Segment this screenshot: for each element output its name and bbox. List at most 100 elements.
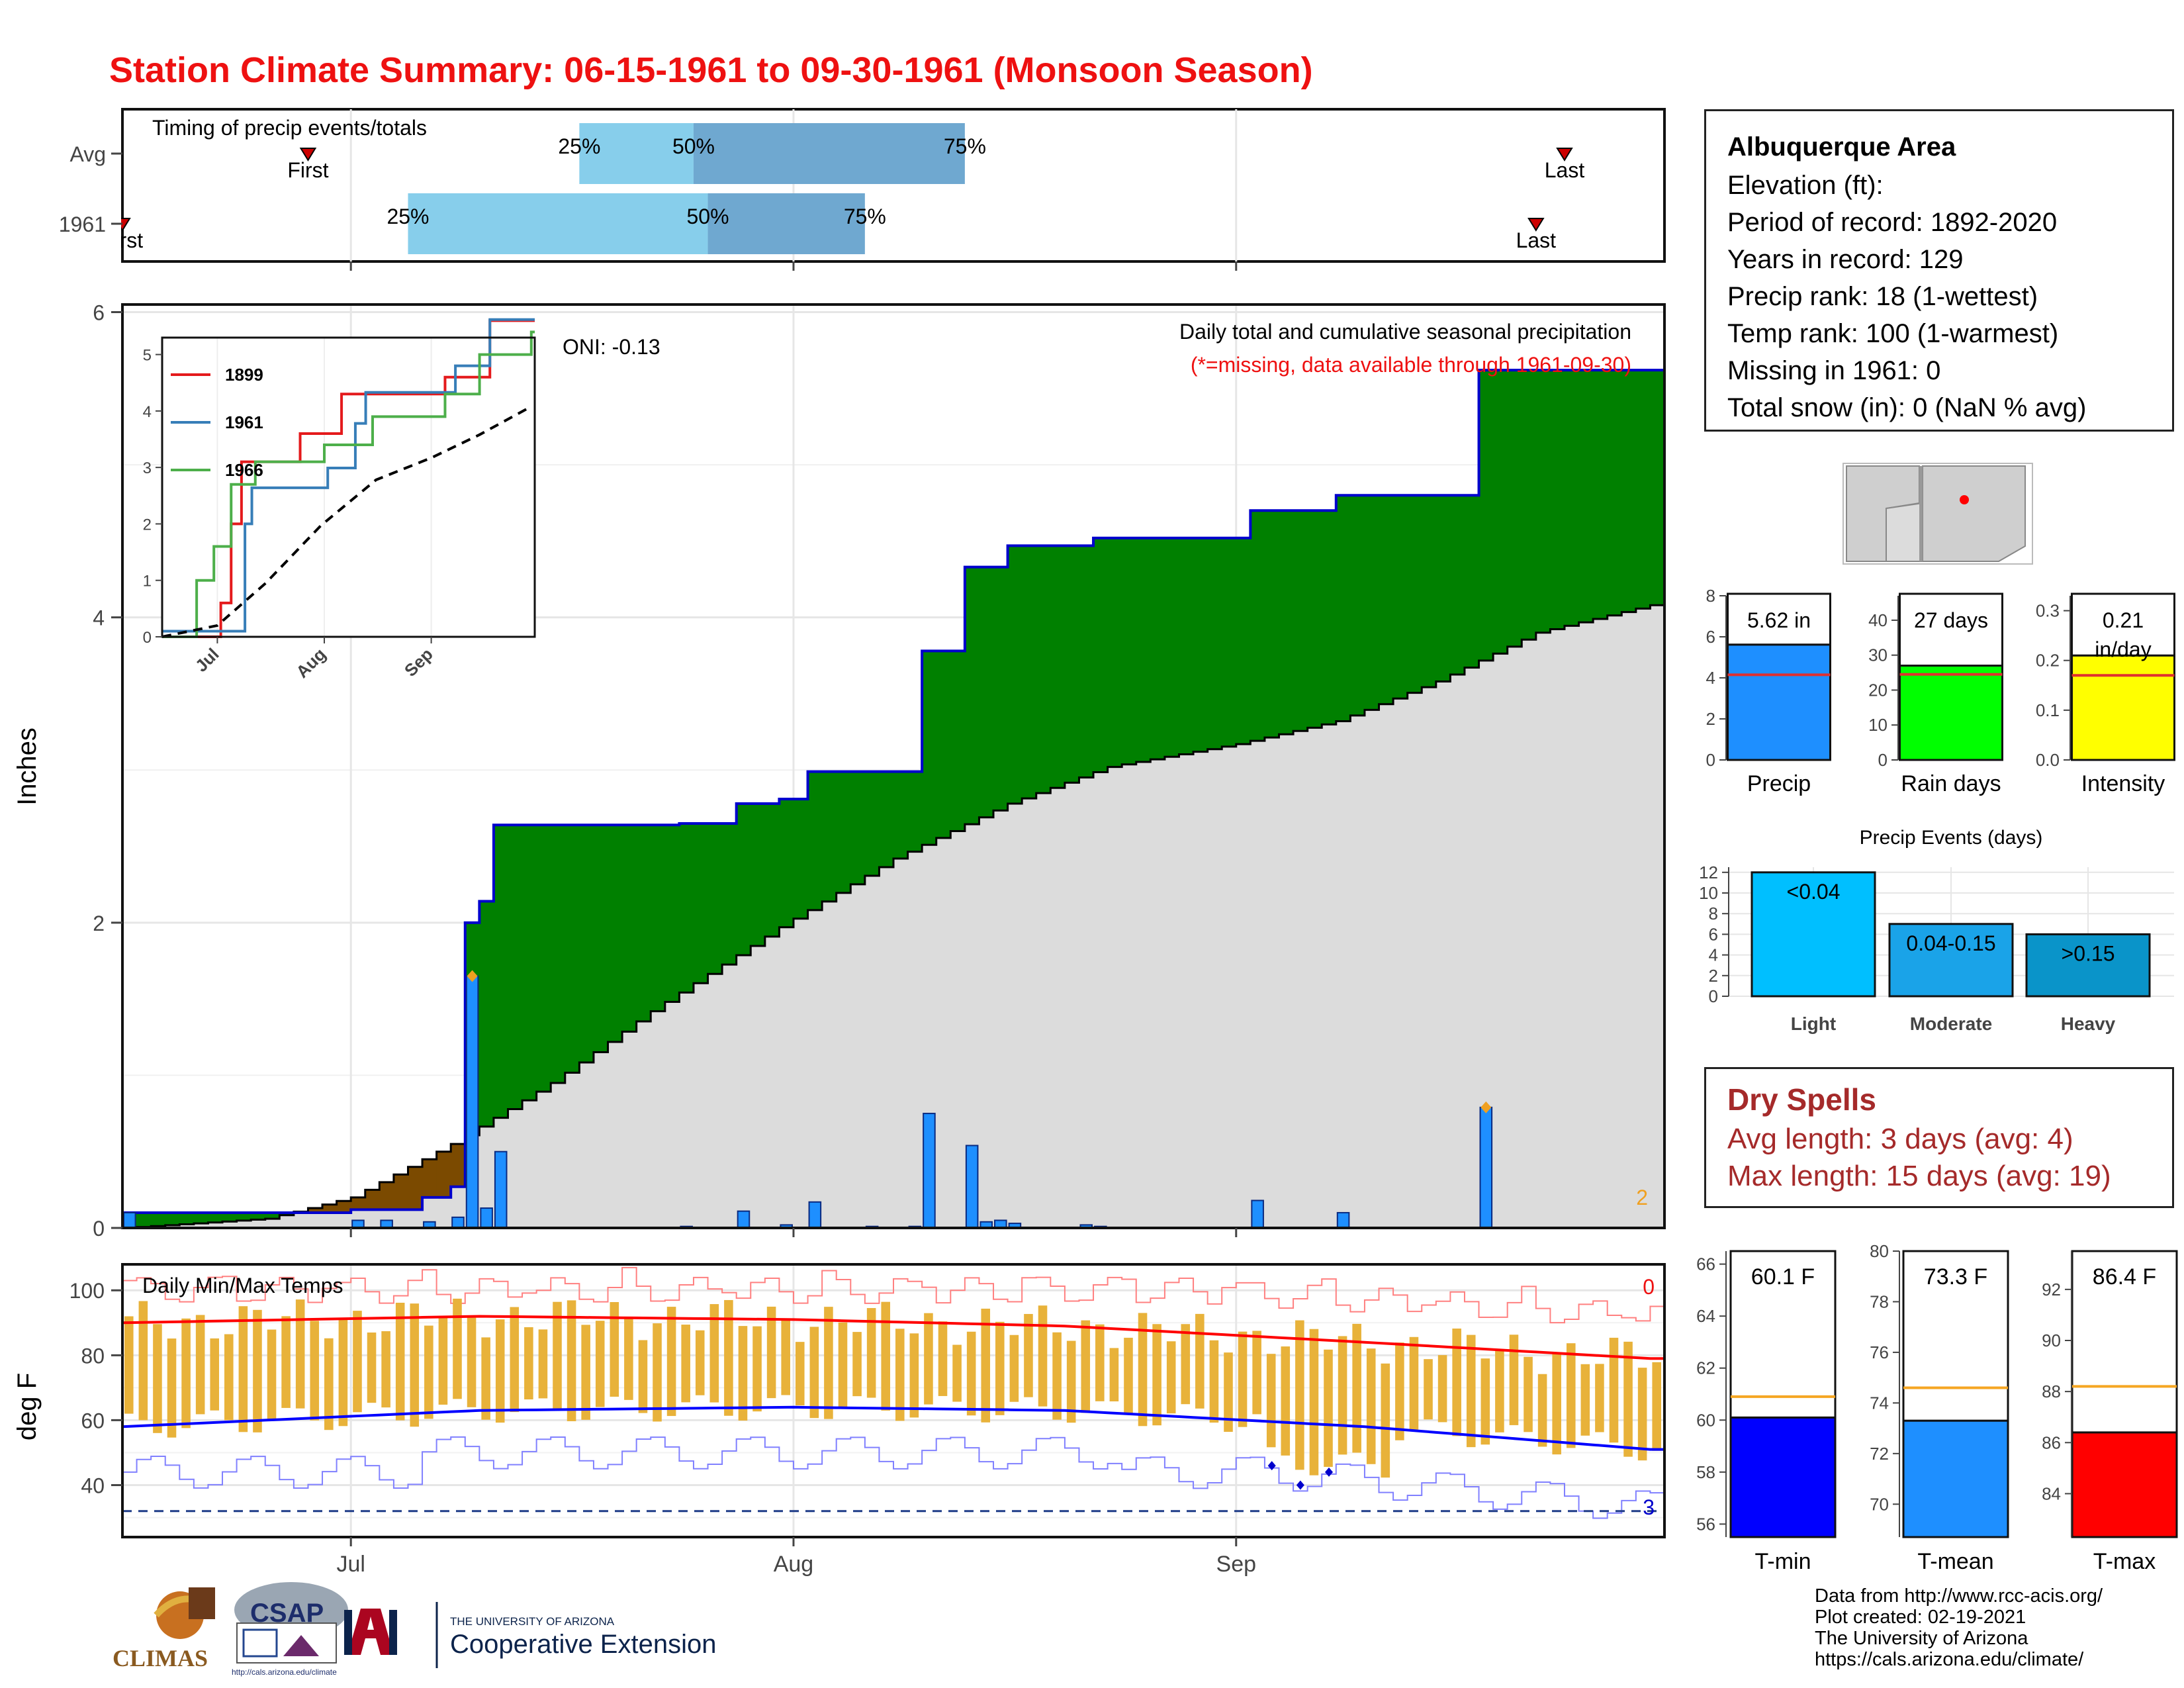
daily-temp-bar bbox=[1524, 1356, 1533, 1432]
above-average-area bbox=[493, 825, 509, 1118]
daily-temp-bar bbox=[1324, 1349, 1333, 1467]
above-average-area bbox=[1193, 538, 1208, 752]
y-axis-title: deg F bbox=[13, 1373, 42, 1440]
footer-line: Data from http://www.rcc-acis.org/ bbox=[1815, 1585, 2103, 1607]
daily-temp-bar bbox=[1124, 1337, 1133, 1414]
footer-line: https://cals.arizona.edu/climate/ bbox=[1815, 1649, 2084, 1670]
daily-temp-bar bbox=[881, 1301, 890, 1411]
page-title: Station Climate Summary: 06-15-1961 to 0… bbox=[109, 50, 1313, 90]
daily-temp-bar bbox=[567, 1300, 576, 1421]
event-bar bbox=[2025, 933, 2151, 998]
daily-temp-bar bbox=[924, 1313, 933, 1405]
daily-temp-bar bbox=[367, 1332, 377, 1403]
daily-temp-bar bbox=[824, 1307, 833, 1419]
daily-temp-bar bbox=[1552, 1353, 1561, 1455]
daily-temp-bar bbox=[281, 1316, 291, 1408]
daily-temp-bar bbox=[1295, 1320, 1304, 1470]
above-average-area bbox=[1336, 495, 1351, 722]
daily-temp-bar bbox=[838, 1322, 848, 1408]
daily-temp-bar bbox=[666, 1307, 676, 1417]
mini-value-label: 5.62 in bbox=[1747, 608, 1811, 632]
y-tick-label: 40 bbox=[81, 1474, 105, 1498]
inset-y-tick-label: 5 bbox=[143, 347, 152, 365]
daily-temp-bar bbox=[1081, 1320, 1091, 1413]
daily-temp-bar bbox=[1437, 1355, 1447, 1423]
above-average-area bbox=[1422, 495, 1437, 688]
temp-frame bbox=[121, 1263, 1666, 1538]
above-average-area bbox=[1293, 510, 1308, 731]
corner-label-bottom: 3 bbox=[1643, 1495, 1655, 1519]
daily-temp-bar bbox=[410, 1303, 420, 1427]
record-marker bbox=[467, 970, 478, 982]
svg-text:http://cals.arizona.edu/climat: http://cals.arizona.edu/climate bbox=[232, 1667, 337, 1677]
above-average-area bbox=[651, 825, 666, 1011]
mini-value-box bbox=[1727, 592, 1831, 646]
above-average-area bbox=[136, 1212, 152, 1227]
above-average-area bbox=[693, 823, 709, 984]
event-category-label: Moderate bbox=[1910, 1013, 1992, 1034]
daily-temp-bar bbox=[1480, 1358, 1490, 1445]
mini-y-tick-label: 0.2 bbox=[2036, 651, 2060, 671]
quartile-bar-25-50 bbox=[408, 193, 708, 254]
q50-label: 50% bbox=[687, 205, 729, 228]
event-category-label: Heavy bbox=[2061, 1013, 2116, 1034]
above-average-area bbox=[1279, 510, 1294, 735]
below-average-area bbox=[422, 1159, 437, 1197]
station-info-box: Albuquerque Area Elevation (ft): Period … bbox=[1704, 109, 2174, 432]
svg-text:THE UNIVERSITY OF ARIZONA: THE UNIVERSITY OF ARIZONA bbox=[450, 1615, 615, 1628]
below-average-area bbox=[308, 1208, 323, 1213]
above-average-area bbox=[1535, 370, 1551, 633]
above-average-area bbox=[479, 901, 494, 1127]
precip-caption: Daily total and cumulative seasonal prec… bbox=[1179, 320, 1631, 344]
average-min-line bbox=[122, 1405, 1664, 1451]
above-average-area bbox=[1650, 370, 1665, 606]
record-marker bbox=[1480, 1101, 1492, 1113]
above-average-area bbox=[1236, 538, 1251, 745]
daily-temp-bar bbox=[395, 1303, 405, 1421]
tbar-value-bar bbox=[2071, 1431, 2178, 1538]
above-average-area bbox=[551, 825, 566, 1083]
above-average-area bbox=[936, 651, 951, 838]
tbar-value-bar bbox=[1902, 1419, 2009, 1538]
tbar-value-box bbox=[1902, 1250, 2009, 1422]
summary-bar-charts: 5.62 in 0 2 4 6 8 Precip 27 days 0 10 20 30 40 Rain d… bbox=[1706, 586, 2176, 796]
daily-temp-bar bbox=[1224, 1352, 1233, 1432]
daily-temp-bar bbox=[766, 1306, 776, 1399]
tbar-value-box bbox=[2071, 1250, 2178, 1434]
tbar-y-tick-label: 58 bbox=[1696, 1462, 1715, 1482]
daily-precip-bar bbox=[737, 1210, 751, 1229]
tbar-value-box bbox=[1729, 1250, 1837, 1419]
daily-precip-bar bbox=[480, 1207, 493, 1229]
below-average-area bbox=[393, 1174, 409, 1210]
station-name: Albuquerque Area bbox=[1727, 132, 1956, 162]
precip-panel: 0 2 4 6 Inches Daily total and cumulative sea… bbox=[13, 301, 1666, 1241]
above-average-area bbox=[1107, 538, 1122, 767]
above-average-area bbox=[522, 825, 537, 1101]
info-years: Years in record: 129 bbox=[1727, 245, 1964, 274]
daily-temp-bar bbox=[1152, 1324, 1161, 1426]
mini-y-tick-label: 2 bbox=[1706, 709, 1715, 729]
mini-y-tick-label: 0.3 bbox=[2036, 601, 2060, 621]
first-event-marker bbox=[299, 148, 317, 162]
daily-temp-bar bbox=[1338, 1336, 1347, 1455]
daily-temp-bar bbox=[1509, 1335, 1519, 1425]
daily-temp-bar bbox=[1452, 1328, 1461, 1436]
dry-spells-box: Dry Spells Avg length: 3 days (avg: 4) M… bbox=[1704, 1067, 2174, 1208]
daily-temp-bar bbox=[1209, 1340, 1219, 1423]
daily-temp-bar bbox=[338, 1319, 348, 1427]
above-average-area bbox=[922, 651, 937, 845]
inset-average-line bbox=[161, 405, 532, 638]
daily-temp-bar bbox=[553, 1301, 562, 1410]
daily-temp-bar bbox=[781, 1319, 790, 1395]
q25-label: 25% bbox=[558, 134, 600, 158]
above-average-area bbox=[722, 823, 737, 965]
inset-y-tick-label: 4 bbox=[143, 403, 152, 421]
quartile-bar-50-75 bbox=[693, 123, 965, 184]
tbar-y-tick-label: 56 bbox=[1696, 1514, 1715, 1534]
tbar-y-tick-label: 72 bbox=[1870, 1444, 1889, 1464]
tbar-y-tick-label: 66 bbox=[1696, 1254, 1715, 1274]
above-average-area bbox=[1450, 495, 1465, 675]
inset-y-tick-label: 0 bbox=[143, 629, 152, 647]
daily-temp-bar bbox=[1266, 1354, 1276, 1448]
events-y-tick-label: 2 bbox=[1709, 966, 1718, 986]
